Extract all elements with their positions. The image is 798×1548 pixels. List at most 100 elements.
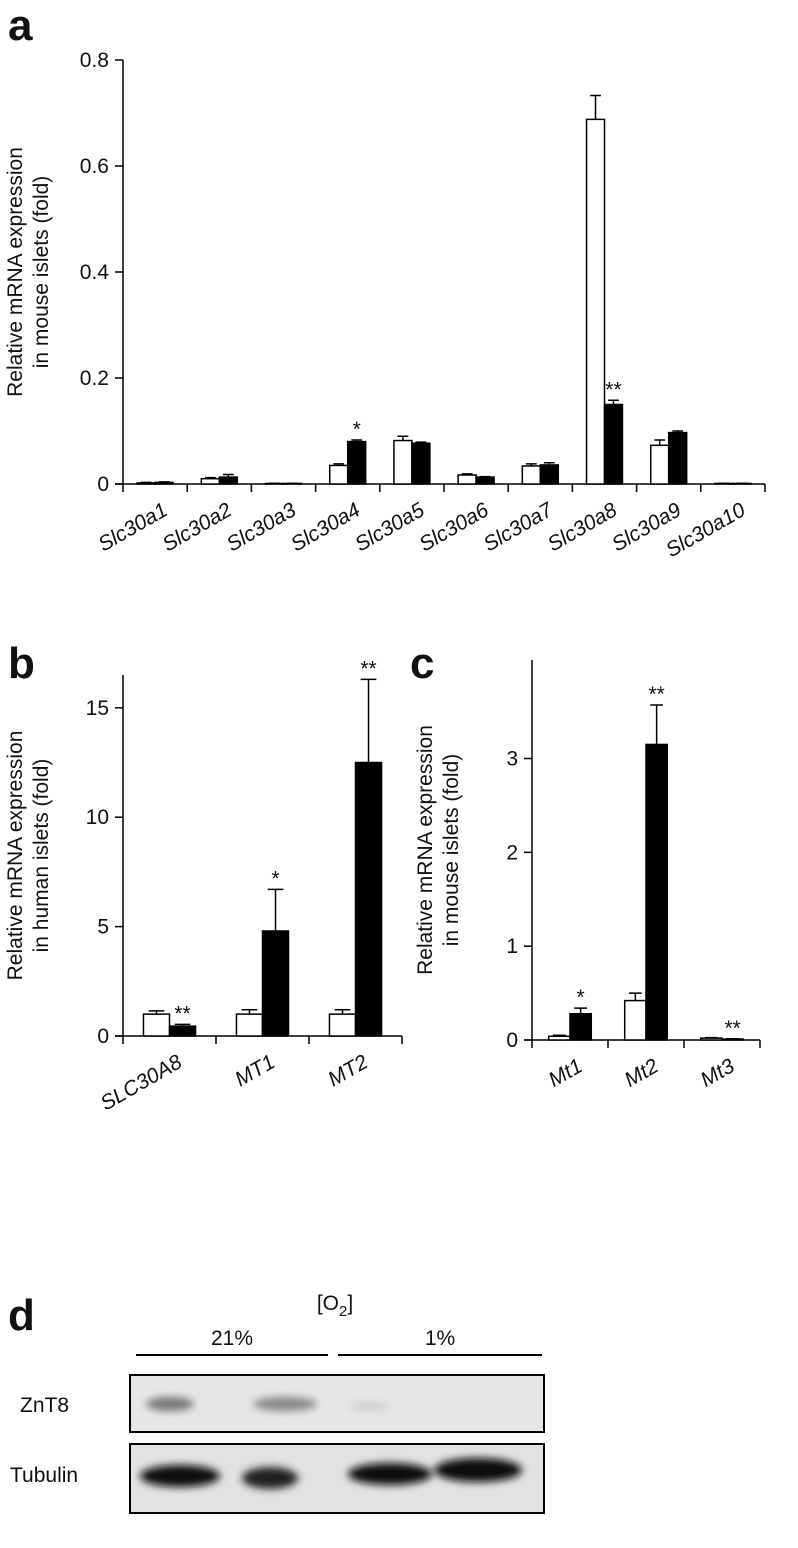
bar — [348, 442, 366, 484]
y-tick-label: 0 — [506, 1029, 518, 1052]
band — [350, 1402, 390, 1410]
x-tick-label: Mt2 — [621, 1054, 663, 1092]
error-bar — [361, 679, 377, 762]
y-axis-label: in mouse islets (fold) — [30, 176, 53, 369]
y-tick-label: 1 — [506, 935, 518, 958]
x-tick-label: Slc30a8 — [544, 498, 621, 556]
error-bar — [141, 482, 152, 483]
significance-label: ** — [605, 378, 621, 401]
y-tick-label: 0 — [97, 473, 109, 496]
group-label: 21% — [211, 1327, 253, 1350]
x-tick-label: Slc30a3 — [223, 498, 300, 556]
error-bar — [650, 705, 663, 744]
panel-label: a — [8, 1, 33, 50]
band — [146, 1397, 194, 1411]
band — [348, 1463, 432, 1485]
bar — [143, 1014, 169, 1036]
significance-label: ** — [724, 1017, 740, 1040]
y-tick-label: 15 — [86, 697, 109, 720]
band — [140, 1465, 220, 1487]
y-tick-label: 0.6 — [80, 155, 109, 178]
error-bar — [654, 440, 665, 445]
bar — [394, 441, 412, 484]
y-axis-label: Relative mRNA expression — [414, 725, 437, 975]
y-tick-label: 0.2 — [80, 367, 109, 390]
header-text: ] — [347, 1292, 353, 1315]
bar — [155, 482, 173, 484]
x-tick-label: MT1 — [231, 1050, 279, 1091]
y-tick-label: 2 — [506, 841, 518, 864]
bar — [476, 477, 494, 484]
bar — [587, 119, 605, 484]
bar — [356, 763, 382, 1036]
y-tick-label: 5 — [97, 916, 109, 939]
error-bar — [480, 477, 491, 478]
x-tick-label: Slc30a2 — [159, 498, 236, 556]
bar — [201, 479, 219, 484]
x-tick-label: Slc30a1 — [94, 498, 171, 556]
x-tick-label: Slc30a5 — [351, 498, 428, 556]
bar — [570, 1014, 591, 1040]
panel-label: c — [410, 639, 434, 688]
bar — [522, 466, 540, 484]
bar — [412, 443, 430, 484]
header-text: [O — [317, 1292, 339, 1315]
x-tick-label: Mt1 — [545, 1054, 587, 1091]
band — [242, 1467, 298, 1489]
bar — [651, 445, 669, 484]
row-label: ZnT8 — [20, 1394, 69, 1417]
bar — [329, 1014, 355, 1036]
bar — [605, 405, 623, 485]
blot-header: [O2] — [317, 1292, 353, 1320]
y-axis-label: in human islets (fold) — [30, 759, 53, 953]
x-tick-label: SLC30A8 — [97, 1050, 187, 1115]
band — [253, 1397, 317, 1411]
error-bar — [159, 482, 170, 483]
group-label: 1% — [425, 1327, 455, 1350]
error-bar — [268, 889, 284, 931]
header-sub: 2 — [339, 1303, 347, 1320]
significance-label: ** — [648, 683, 664, 706]
significance-label: * — [353, 418, 361, 441]
significance-label: ** — [360, 657, 376, 680]
row-label: Tubulin — [10, 1464, 78, 1487]
x-tick-label: Slc30a7 — [480, 498, 558, 557]
bar — [170, 1026, 196, 1036]
bar — [549, 1036, 570, 1040]
significance-label: * — [271, 867, 279, 890]
bar — [625, 1001, 646, 1040]
significance-label: * — [577, 986, 585, 1009]
y-tick-label: 0.8 — [80, 49, 109, 72]
x-tick-label: MT2 — [324, 1050, 372, 1091]
panel-label: b — [8, 639, 35, 688]
western-blot: d [O2] 21% 1% ZnT8 Tubulin — [8, 1291, 544, 1513]
panel-label: d — [8, 1291, 35, 1340]
x-tick-label: Mt3 — [697, 1054, 739, 1092]
y-tick-label: 0 — [97, 1025, 109, 1048]
y-tick-label: 10 — [86, 806, 109, 829]
bar — [646, 744, 667, 1040]
bar — [458, 475, 476, 484]
error-bar — [629, 993, 642, 1001]
bar — [669, 433, 687, 484]
x-tick-label: Slc30a6 — [415, 498, 492, 556]
bar — [219, 477, 237, 484]
y-axis-label: Relative mRNA expression — [4, 731, 27, 981]
y-tick-label: 0.4 — [80, 261, 110, 284]
bar — [263, 931, 289, 1036]
bar — [236, 1014, 262, 1036]
bar — [330, 465, 348, 484]
significance-label: ** — [174, 1002, 190, 1025]
y-axis-label: in mouse islets (fold) — [440, 754, 463, 947]
x-tick-label: Slc30a4 — [287, 498, 364, 556]
bar — [701, 1038, 722, 1040]
error-bar — [590, 96, 601, 120]
band — [434, 1458, 522, 1482]
y-axis-label: Relative mRNA expression — [4, 147, 27, 397]
y-tick-label: 3 — [506, 748, 518, 771]
bar — [540, 465, 558, 484]
